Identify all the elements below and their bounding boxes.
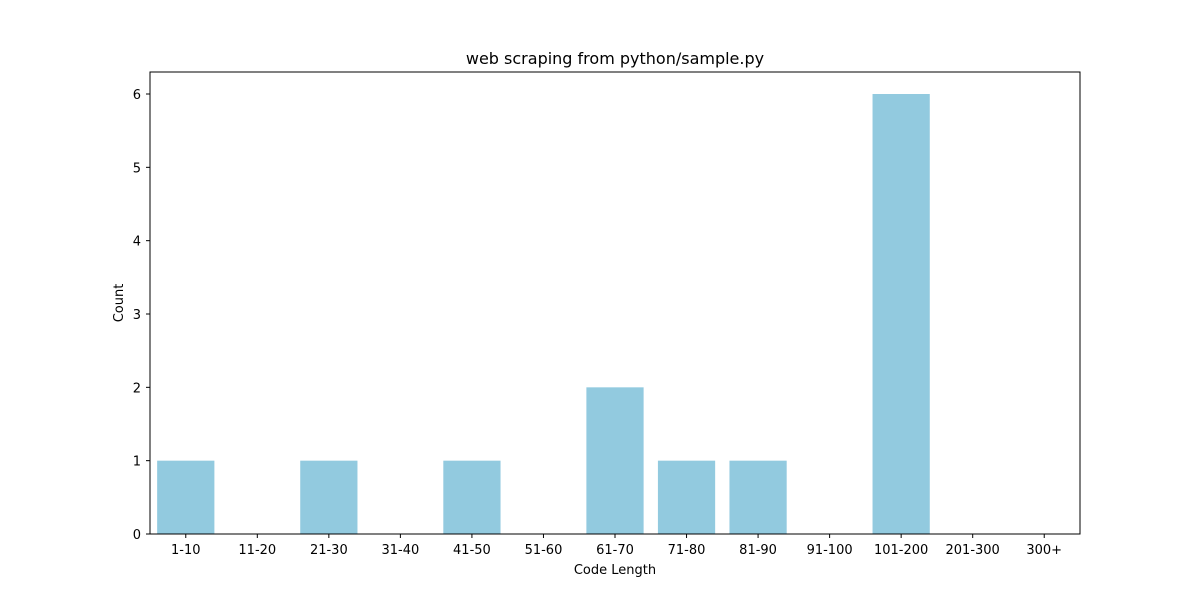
y-tick-label: 3 (133, 308, 141, 323)
x-axis: 1-10 11-20 21-30 31-40 41-50 51-60 61-70 71-80 8… (171, 534, 1062, 558)
y-tick-label: 6 (133, 88, 141, 103)
x-tick-label: 101-200 (874, 543, 928, 558)
x-tick-label: 300+ (1026, 543, 1062, 558)
y-tick-label: 1 (133, 455, 141, 470)
bar-61-70 (586, 387, 644, 534)
y-axis: 0 1 2 3 4 5 6 (133, 88, 150, 543)
x-tick-label: 201-300 (946, 543, 1000, 558)
bar-71-80 (657, 460, 716, 534)
x-tick-label: 91-100 (807, 543, 853, 558)
y-tick-label: 2 (133, 381, 141, 396)
x-tick-label: 1-10 (171, 543, 201, 558)
x-tick-label: 71-80 (668, 543, 706, 558)
bar-21-30 (300, 460, 358, 534)
x-tick-label: 81-90 (739, 543, 777, 558)
bar-101-200 (872, 94, 930, 534)
y-tick-label: 5 (133, 161, 141, 176)
x-tick-label: 21-30 (310, 543, 348, 558)
chart-title: web scraping from python/sample.py (466, 49, 764, 68)
y-axis-label: Count (112, 284, 127, 323)
y-tick-label: 4 (133, 235, 141, 250)
bar-1-10 (157, 460, 215, 534)
x-tick-label: 51-60 (525, 543, 563, 558)
x-tick-label: 41-50 (453, 543, 491, 558)
x-tick-label: 31-40 (381, 543, 419, 558)
bar-41-50 (443, 460, 501, 534)
x-tick-label: 61-70 (596, 543, 634, 558)
bars-group (157, 94, 930, 534)
bar-81-90 (729, 460, 787, 534)
x-tick-label: 11-20 (238, 543, 276, 558)
y-tick-label: 0 (133, 528, 141, 543)
x-axis-label: Code Length (574, 563, 656, 578)
